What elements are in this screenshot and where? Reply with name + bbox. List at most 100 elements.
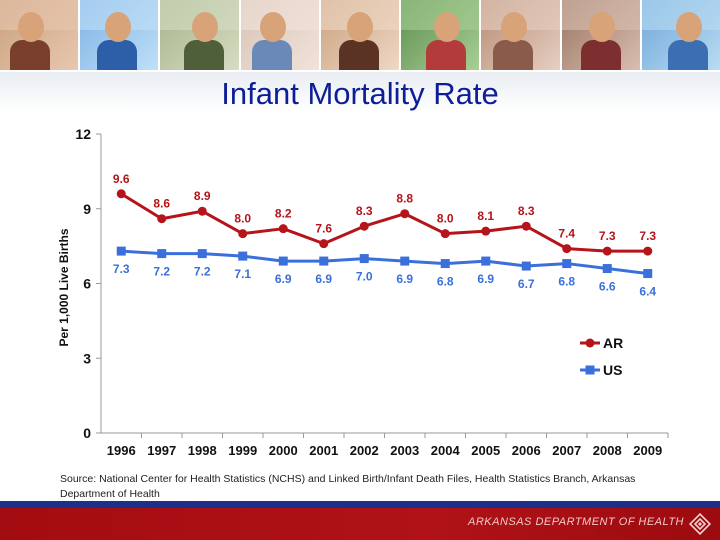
data-label-us: 6.8 [437,275,454,289]
data-point-ar [602,246,612,256]
x-tick-label: 2009 [633,443,662,458]
data-label-ar: 8.3 [356,204,373,218]
legend-label-ar: AR [603,335,623,351]
y-tick-label: 3 [83,350,91,366]
x-tick-label: 1996 [107,443,136,458]
x-tick-label: 1998 [188,443,217,458]
data-label-us: 6.9 [315,272,332,286]
footer-stripe [0,501,720,508]
data-label-us: 6.8 [558,275,575,289]
data-point-ar [400,209,410,219]
y-tick-label: 0 [83,425,91,441]
data-label-us: 7.0 [356,270,373,284]
x-tick-label: 2006 [512,443,541,458]
data-label-us: 7.2 [194,265,211,279]
data-point-ar [319,239,329,249]
photo-strip [0,0,720,72]
data-point-us [197,249,207,259]
data-point-ar [643,246,653,256]
data-point-ar [521,221,531,231]
department-logo-icon [688,512,712,536]
data-point-us [319,256,329,266]
x-tick-label: 2002 [350,443,379,458]
footer-org-name: ARKANSAS DEPARTMENT OF HEALTH [467,516,684,528]
data-point-us [359,254,369,264]
girl-in-helmet-photo [641,0,720,70]
data-point-us [278,256,288,266]
data-label-us: 6.9 [275,272,292,286]
line-chart: 0 3 6 9 12 1996 1997 1998 1999 2000 2001 2002 2003 20… [57,126,669,458]
page-title: Infant Mortality Rate [221,76,499,111]
x-tick-label: 1999 [228,443,257,458]
men-talking-photo [160,0,239,70]
data-point-us [238,251,248,261]
data-label-us: 7.3 [113,262,130,276]
data-label-us: 6.6 [599,280,616,294]
data-label-ar: 8.0 [234,212,251,226]
data-label-us: 7.1 [234,267,251,281]
x-tick-label: 2004 [431,443,461,458]
data-point-us [116,246,126,256]
data-point-ar [157,214,167,224]
data-label-ar: 9.6 [113,172,130,186]
y-tick-label: 9 [83,201,91,217]
data-label-ar: 8.0 [437,212,454,226]
data-point-ar [359,221,369,231]
mother-and-baby-photo [0,0,79,70]
legend-marker-us [585,365,595,375]
x-tick-label: 1997 [147,443,176,458]
data-point-ar [238,229,248,239]
data-label-ar: 7.4 [558,227,575,241]
data-point-ar [481,226,491,236]
x-tick-label: 2001 [309,443,338,458]
x-tick-label: 2007 [552,443,581,458]
series-line-us [121,249,648,276]
data-label-ar: 7.3 [599,229,616,243]
data-point-ar [197,206,207,216]
data-label-us: 6.9 [477,272,494,286]
outdoor-group-photo [401,0,480,70]
data-point-ar [562,244,572,254]
data-label-ar: 7.3 [639,229,656,243]
smiling-woman-photo [320,0,400,70]
data-label-us: 6.9 [396,272,413,286]
data-point-ar [278,224,288,234]
y-tick-label: 6 [83,276,91,292]
children-playing-photo [80,0,159,70]
x-tick-label: 2005 [471,443,500,458]
y-tick-label: 12 [75,126,91,142]
data-point-ar [440,229,450,239]
footer-bar [0,508,720,540]
data-label-ar: 8.6 [153,197,170,211]
x-tick-label: 2003 [390,443,419,458]
data-label-us: 6.7 [518,277,535,291]
data-label-ar: 8.1 [477,209,494,223]
x-tick-label: 2008 [593,443,622,458]
data-point-us [157,249,167,259]
data-label-ar: 8.2 [275,207,292,221]
series-line-ar [120,192,648,253]
data-label-us: 7.2 [153,265,170,279]
legend-marker-ar [585,338,595,348]
data-point-us [440,259,450,269]
data-label-ar: 8.8 [396,192,413,206]
legend-label-us: US [603,362,622,378]
source-note: Source: National Center for Health Stati… [60,473,636,500]
data-point-us [521,261,531,271]
data-point-us [643,269,653,279]
data-point-us [562,259,572,269]
x-tick-label: 2000 [269,443,298,458]
family-at-table-photo [561,0,640,70]
data-label-ar: 8.9 [194,189,211,203]
data-label-ar: 8.3 [518,204,535,218]
data-point-us [400,256,410,266]
doctor-and-family-photo [240,0,319,70]
data-label-ar: 7.6 [315,222,332,236]
title-band [0,72,720,112]
data-point-us [481,256,491,266]
data-point-us [602,264,612,274]
data-point-ar [116,189,126,199]
data-label-us: 6.4 [639,285,656,299]
family-meal-photo [481,0,560,70]
y-axis-label: Per 1,000 Live Births [57,228,71,346]
